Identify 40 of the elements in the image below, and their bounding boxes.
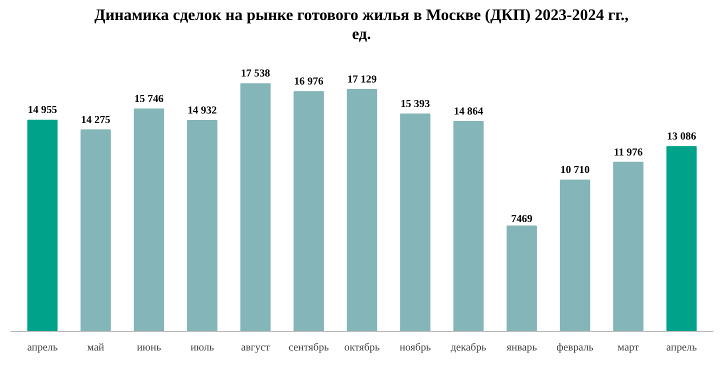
data-label: 14 955 (28, 105, 58, 116)
data-label: 14 932 (188, 106, 217, 117)
bar (27, 120, 58, 332)
x-tick-label: декабрь (450, 342, 486, 354)
data-label: 14 864 (454, 106, 484, 118)
bar (666, 146, 697, 332)
bar (294, 91, 324, 332)
chart-title: Динамика сделок на рынке готового жилья в Москве (ДКП) 2023-2024 гг., ед. (94, 6, 629, 44)
data-label: 15 393 (400, 99, 430, 110)
bar (560, 180, 590, 332)
x-tick-label: март (618, 342, 640, 354)
data-label: 10 710 (560, 165, 590, 176)
bar (453, 120, 484, 332)
x-tick-label: октябрь (344, 342, 380, 354)
x-tick-label: апрель (27, 342, 58, 354)
data-label: 16 976 (294, 76, 324, 88)
x-tick-label: январь (506, 342, 538, 354)
data-label: 14 275 (81, 114, 110, 126)
bar (80, 129, 111, 332)
x-tick-label: июль (190, 342, 214, 354)
data-label: 15 746 (134, 94, 164, 106)
bar (134, 108, 164, 332)
data-label: 13 086 (666, 132, 697, 143)
bar (240, 83, 271, 332)
data-label: 17 129 (347, 74, 377, 86)
data-label: 7469 (511, 214, 532, 225)
x-tick-label: август (241, 342, 270, 354)
bar (187, 120, 218, 332)
bar (346, 88, 378, 332)
x-tick-label: февраль (556, 342, 594, 354)
x-tick-label: ноябрь (400, 342, 432, 354)
data-label: 11 976 (614, 147, 644, 158)
x-tick-label: июнь (136, 342, 162, 354)
bar (506, 225, 537, 332)
bar (613, 162, 644, 332)
data-label: 17 538 (240, 68, 270, 80)
x-tick-label: апрель (666, 342, 697, 354)
bar (400, 114, 430, 332)
x-tick-label: сентябрь (288, 342, 330, 354)
x-tick-label: май (87, 342, 105, 354)
